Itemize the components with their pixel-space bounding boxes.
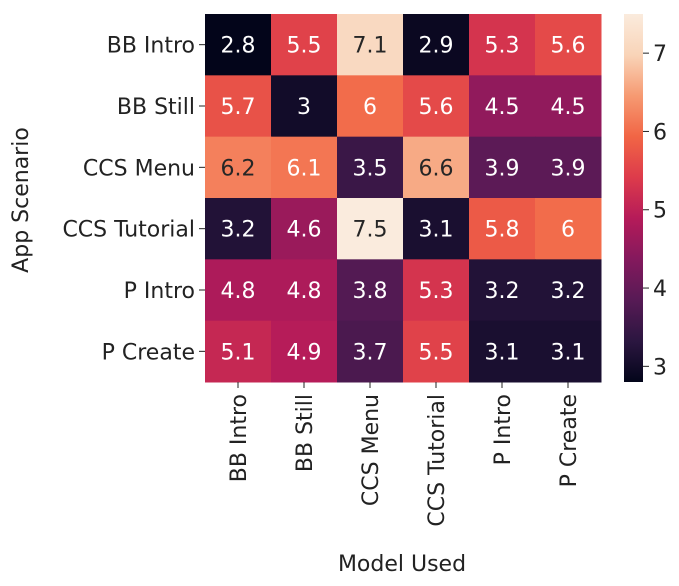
heatmap-cell xyxy=(337,259,404,322)
heatmap-cell xyxy=(535,259,602,322)
x-tick-label: CCS Menu xyxy=(359,394,384,506)
heatmap-cell xyxy=(205,14,272,76)
cell-value-label: 5.1 xyxy=(221,340,256,365)
cell-value-label: 3.2 xyxy=(551,279,586,304)
heatmap-cell xyxy=(403,198,470,260)
colorbar-tick-label: 6 xyxy=(653,120,667,145)
y-tick-label: BB Intro xyxy=(107,34,195,59)
heatmap-cell xyxy=(535,198,602,260)
heatmap-cell xyxy=(337,14,404,76)
cell-value-label: 3.8 xyxy=(353,279,388,304)
x-tick-label: P Intro xyxy=(491,394,516,465)
cell-value-label: 6.2 xyxy=(221,156,256,181)
cell-value-label: 7.1 xyxy=(353,34,388,59)
heatmap-cell-labels: 2.8 5.5 7.1 2.9 5.3 5.6 5.7 3 6 5.6 4.5 4.5 6.2 6.1 3.… xyxy=(221,34,586,366)
cell-value-label: 3.2 xyxy=(221,218,256,243)
cell-value-label: 3.2 xyxy=(485,279,520,304)
cell-value-label: 4.5 xyxy=(551,95,586,120)
x-axis-ticks: BB Intro BB Still CCS Menu CCS Tutorial P In… xyxy=(227,382,582,527)
colorbar xyxy=(624,14,643,382)
heatmap-cell xyxy=(403,75,470,138)
heatmap-cell xyxy=(403,320,470,383)
cell-value-label: 3 xyxy=(297,95,311,120)
cell-value-label: 5.5 xyxy=(287,34,322,59)
cell-value-label: 3.1 xyxy=(551,340,586,365)
cell-value-label: 2.8 xyxy=(221,34,256,59)
cell-value-label: 2.9 xyxy=(419,34,454,59)
heatmap-cell xyxy=(469,198,536,260)
heatmap-cell xyxy=(403,14,470,76)
heatmap-cell xyxy=(271,259,338,322)
x-tick-label: BB Intro xyxy=(227,394,252,482)
cell-value-label: 4.9 xyxy=(287,340,322,365)
heatmap-cell xyxy=(469,75,536,138)
cell-value-label: 6.1 xyxy=(287,156,322,181)
cell-value-label: 5.3 xyxy=(419,279,454,304)
y-axis-ticks: BB Intro BB Still CCS Menu CCS Tutorial P In… xyxy=(62,34,205,365)
cell-value-label: 4.6 xyxy=(287,218,322,243)
heatmap-cell xyxy=(469,136,536,199)
cell-value-label: 3.1 xyxy=(419,218,454,243)
heatmap-cell xyxy=(469,320,536,383)
heatmap-cell xyxy=(205,320,272,383)
heatmap-cell xyxy=(337,198,404,260)
cell-value-label: 3.9 xyxy=(485,156,520,181)
heatmap-cell xyxy=(205,198,272,260)
cell-value-label: 4.5 xyxy=(485,95,520,120)
cell-value-label: 6 xyxy=(561,218,575,243)
y-tick-label: BB Still xyxy=(117,95,195,120)
heatmap-cell xyxy=(535,75,602,138)
heatmap-cell xyxy=(271,14,338,76)
y-tick-label: CCS Tutorial xyxy=(62,218,195,243)
colorbar-tick-label: 3 xyxy=(653,355,667,380)
colorbar-gradient xyxy=(624,14,643,382)
cell-value-label: 7.5 xyxy=(353,218,388,243)
cell-value-label: 5.7 xyxy=(221,95,256,120)
colorbar-tick-label: 4 xyxy=(653,277,667,302)
cell-value-label: 6 xyxy=(363,95,377,120)
heatmap-cell xyxy=(205,136,272,199)
cell-value-label: 6.6 xyxy=(419,156,454,181)
x-tick-label: P Create xyxy=(557,394,582,487)
cell-value-label: 3.5 xyxy=(353,156,388,181)
heatmap-cell xyxy=(469,14,536,76)
heatmap-cell xyxy=(403,259,470,322)
cell-value-label: 4.8 xyxy=(287,279,322,304)
cell-value-label: 5.6 xyxy=(551,34,586,59)
heatmap-cell xyxy=(205,259,272,322)
heatmap-cells xyxy=(205,14,602,383)
y-tick-label: CCS Menu xyxy=(83,156,195,181)
cell-value-label: 5.6 xyxy=(419,95,454,120)
x-axis-title: Model Used xyxy=(338,552,466,577)
colorbar-tick-label: 5 xyxy=(653,199,667,224)
heatmap-cell xyxy=(337,320,404,383)
heatmap-cell xyxy=(337,75,404,138)
heatmap-cell xyxy=(271,198,338,260)
cell-value-label: 5.3 xyxy=(485,34,520,59)
heatmap-cell xyxy=(271,75,338,138)
heatmap-cell xyxy=(535,136,602,199)
cell-value-label: 4.8 xyxy=(221,279,256,304)
y-tick-label: P Create xyxy=(102,340,195,365)
colorbar-ticks: 3 4 5 6 7 xyxy=(643,42,667,380)
x-tick-label: BB Still xyxy=(293,394,318,472)
heatmap-cell xyxy=(403,136,470,199)
heatmap-cell xyxy=(271,320,338,383)
colorbar-tick-label: 7 xyxy=(653,42,667,67)
heatmap-cell xyxy=(535,14,602,76)
heatmap-cell xyxy=(535,320,602,383)
heatmap-cell xyxy=(205,75,272,138)
y-tick-label: P Intro xyxy=(124,279,195,304)
cell-value-label: 5.8 xyxy=(485,218,520,243)
y-axis-title: App Scenario xyxy=(9,127,34,273)
heatmap-cell xyxy=(469,259,536,322)
x-tick-label: CCS Tutorial xyxy=(425,394,450,527)
cell-value-label: 5.5 xyxy=(419,340,454,365)
heatmap-cell xyxy=(271,136,338,199)
cell-value-label: 3.7 xyxy=(353,340,388,365)
heatmap-cell xyxy=(337,136,404,199)
cell-value-label: 3.9 xyxy=(551,156,586,181)
cell-value-label: 3.1 xyxy=(485,340,520,365)
